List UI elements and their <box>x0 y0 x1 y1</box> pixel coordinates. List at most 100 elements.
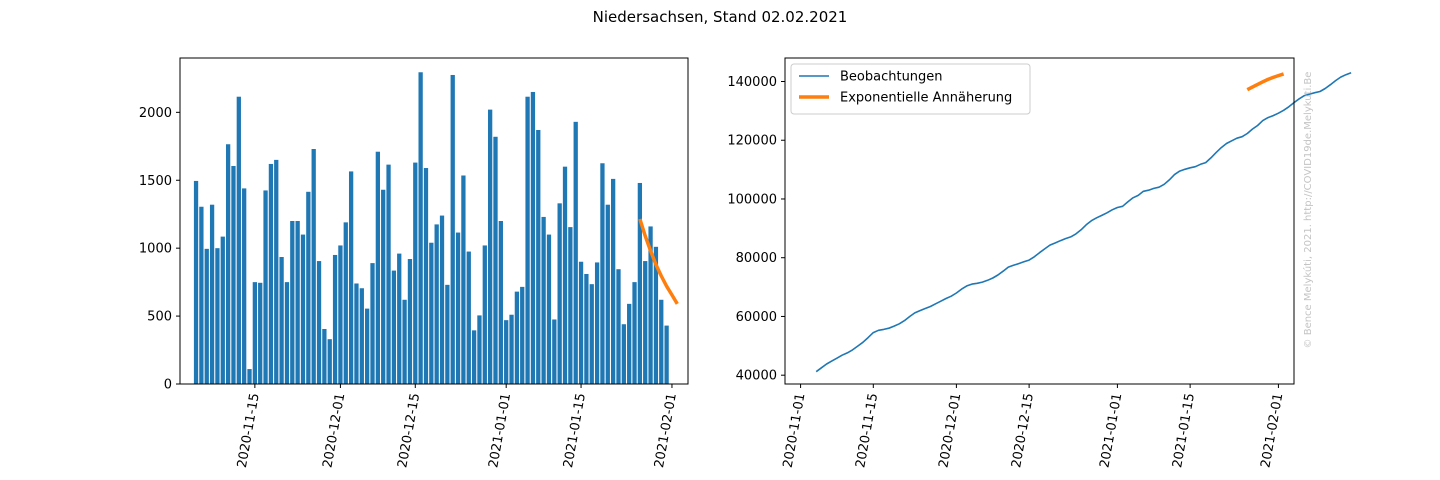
watermark: © Bence Melykúti, 2021. http://COVID19de… <box>1302 72 1314 349</box>
bar <box>568 227 573 384</box>
bar <box>290 221 295 384</box>
bar <box>434 224 439 384</box>
y-tick-label: 120000 <box>727 134 777 149</box>
bar <box>627 303 632 384</box>
axes-frame <box>784 57 1295 385</box>
y-tick-label: 60000 <box>736 310 777 325</box>
bar <box>471 330 477 384</box>
bar <box>584 273 589 384</box>
bar <box>311 149 316 384</box>
axes-frame <box>179 57 689 385</box>
bar <box>557 203 562 384</box>
bar <box>306 191 311 384</box>
bar <box>600 163 605 384</box>
bar <box>263 190 268 384</box>
bar <box>407 259 413 384</box>
bar <box>300 234 306 384</box>
bar <box>450 74 455 384</box>
bar <box>429 242 434 384</box>
bar <box>578 261 584 384</box>
bar <box>525 96 530 385</box>
legend: Beobachtungen Exponentielle Annäherung <box>790 63 1031 115</box>
bar <box>573 121 578 384</box>
bar <box>552 319 557 384</box>
bar <box>327 339 332 384</box>
bar <box>338 245 343 384</box>
bar <box>381 189 386 384</box>
bar <box>648 226 653 384</box>
bar <box>209 204 215 384</box>
y-tick-label: 1000 <box>139 242 172 257</box>
bar <box>204 248 209 384</box>
bar <box>231 165 236 384</box>
y-tick-label: 1500 <box>139 174 172 189</box>
bar <box>386 164 391 384</box>
bar <box>541 216 546 384</box>
bar <box>611 178 616 384</box>
bar <box>488 109 493 385</box>
legend-label-observed: Beobachtungen <box>840 70 943 85</box>
bar <box>455 232 461 384</box>
bar <box>199 206 204 384</box>
bar <box>546 234 552 384</box>
y-tick-label: 0 <box>164 378 172 393</box>
bar <box>348 171 354 384</box>
y-tick-label: 500 <box>147 310 172 325</box>
fit-line <box>1246 72 1285 92</box>
bar <box>461 175 466 384</box>
bar <box>354 283 359 384</box>
bar <box>643 261 648 384</box>
bar <box>370 263 375 384</box>
bar <box>616 269 621 384</box>
bar <box>439 215 445 384</box>
y-tick-label: 40000 <box>736 369 777 384</box>
bar <box>637 182 643 384</box>
bar <box>236 96 241 385</box>
bar <box>664 325 669 384</box>
bar <box>632 282 637 385</box>
bar <box>274 159 279 385</box>
figure-title: Niedersachsen, Stand 02.02.2021 <box>593 8 848 26</box>
fit-line <box>638 218 679 305</box>
bar <box>193 180 199 384</box>
bar <box>343 222 348 384</box>
bar <box>589 284 594 384</box>
bar <box>418 72 423 384</box>
bar <box>322 328 327 384</box>
y-tick-label: 2000 <box>139 106 172 121</box>
bar <box>332 254 338 384</box>
bar <box>594 262 600 384</box>
bar <box>520 286 525 384</box>
bar <box>375 151 380 384</box>
bar <box>423 168 429 384</box>
bar <box>498 221 503 384</box>
bar <box>391 270 397 384</box>
bar <box>359 288 364 384</box>
bar <box>295 221 300 384</box>
bar <box>402 299 407 384</box>
bar <box>365 308 370 384</box>
bar <box>659 299 664 384</box>
bar <box>514 291 520 384</box>
bar <box>279 257 284 384</box>
bar <box>621 324 626 384</box>
bar <box>413 162 418 384</box>
bar <box>509 314 514 384</box>
bar <box>225 144 231 384</box>
legend-label-fit: Exponentielle Annäherung <box>840 91 1012 106</box>
bar <box>215 248 220 384</box>
bar <box>284 282 290 385</box>
bar <box>258 282 263 384</box>
bar <box>268 163 274 384</box>
bar <box>605 204 610 384</box>
bar <box>466 251 471 384</box>
bar <box>242 188 247 384</box>
legend-box <box>790 63 1031 115</box>
bar <box>536 129 541 384</box>
y-tick-label: 100000 <box>727 192 777 207</box>
bar <box>477 315 482 384</box>
bar <box>397 253 402 384</box>
bar <box>504 320 509 384</box>
